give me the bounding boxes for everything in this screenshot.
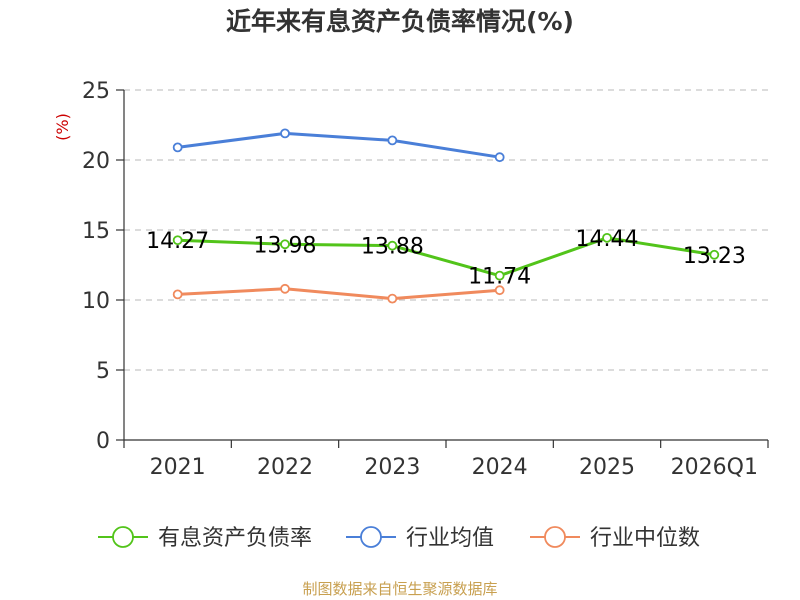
y-tick-label: 25 — [82, 79, 110, 104]
data-point — [280, 128, 290, 139]
data-point — [709, 249, 720, 260]
data-point — [494, 152, 505, 163]
x-tick-label: 2025 — [579, 455, 635, 480]
data-label: 14.27 — [146, 229, 209, 254]
x-tick-label: 2023 — [364, 455, 420, 480]
data-label: 13.23 — [683, 244, 746, 269]
data-point — [387, 293, 398, 304]
legend-item: 行业均值 — [346, 526, 494, 551]
legend-label: 行业均值 — [406, 526, 494, 551]
y-tick-label: 20 — [82, 149, 110, 174]
data-label: 14.44 — [576, 227, 639, 252]
series-0 — [172, 232, 720, 281]
data-point — [172, 289, 183, 300]
data-point — [172, 142, 183, 153]
x-tick-label: 2026Q1 — [671, 455, 758, 480]
legend-label: 行业中位数 — [590, 526, 700, 551]
data-point — [494, 270, 505, 281]
data-label: 13.88 — [361, 235, 424, 260]
legend-label: 有息资产负债率 — [158, 526, 312, 551]
legend-item: 行业中位数 — [530, 526, 700, 551]
data-label: 11.74 — [468, 265, 531, 290]
source-note: 制图数据来自恒生聚源数据库 — [302, 580, 498, 598]
data-point — [280, 283, 290, 294]
data-point — [494, 285, 505, 296]
data-label: 13.98 — [254, 233, 317, 258]
series-2 — [172, 283, 505, 304]
series-line — [177, 236, 715, 278]
data-point — [172, 235, 183, 246]
chart-title: 近年来有息资产负债率情况(%) — [226, 7, 574, 36]
series-line — [177, 131, 500, 159]
data-point — [280, 239, 290, 250]
data-labels: 14.27 13.98 13.88 11.74 14.44 13.23 — [146, 227, 746, 290]
x-tick-label: 2021 — [150, 455, 206, 480]
y-tick-label: 15 — [82, 219, 110, 244]
data-point — [387, 135, 398, 146]
x-tick-label: 2022 — [257, 455, 313, 480]
legend: 有息资产负债率 行业均值 行业中位数 — [98, 526, 700, 551]
y-tick-label: 10 — [82, 289, 110, 314]
legend-marker — [544, 526, 566, 548]
series-1 — [172, 128, 505, 163]
y-tick-label: 5 — [96, 359, 110, 384]
grid-lines — [124, 89, 768, 371]
legend-marker — [112, 526, 134, 548]
series-line — [177, 287, 500, 301]
x-tick-label: 2024 — [472, 455, 528, 480]
y-axis-unit-label: (%) — [53, 113, 72, 141]
data-point — [602, 232, 612, 243]
data-point — [387, 240, 398, 251]
legend-item: 有息资产负债率 — [98, 526, 312, 551]
series-lines — [172, 128, 720, 304]
legend-marker — [360, 526, 382, 548]
y-tick-label: 0 — [96, 429, 110, 454]
